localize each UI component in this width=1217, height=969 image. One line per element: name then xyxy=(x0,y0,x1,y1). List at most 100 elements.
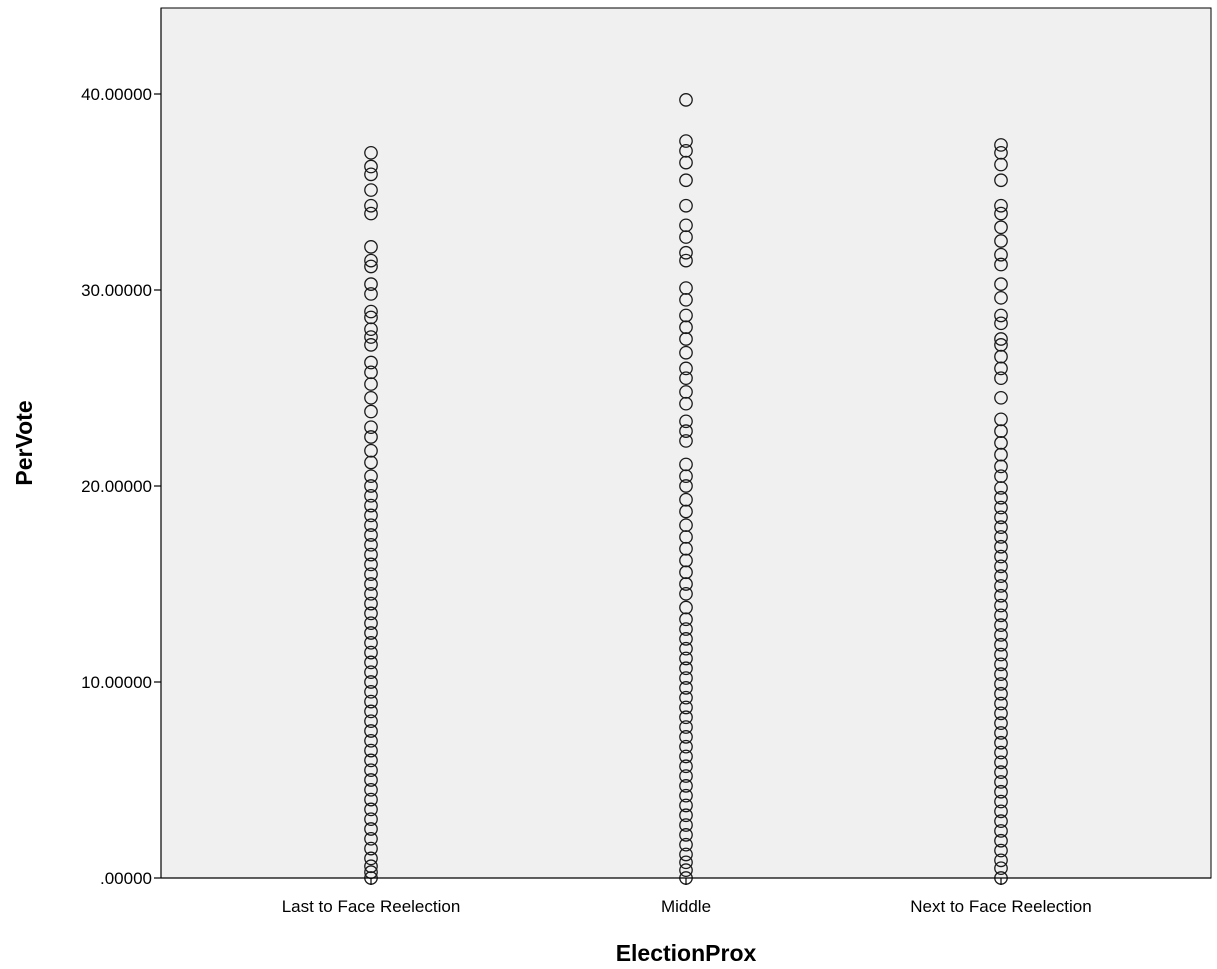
data-point xyxy=(679,720,693,734)
data-point xyxy=(679,690,693,705)
data-point xyxy=(679,479,693,493)
data-point xyxy=(364,557,378,572)
data-point xyxy=(679,808,693,823)
x-axis-title: ElectionProx xyxy=(616,940,757,966)
data-point xyxy=(994,220,1008,235)
data-point xyxy=(994,618,1008,633)
data-point xyxy=(994,804,1008,819)
data-point xyxy=(364,390,378,405)
data-point xyxy=(679,361,693,376)
data-point xyxy=(994,530,1008,544)
data-point xyxy=(364,859,378,874)
data-point xyxy=(364,159,378,174)
data-point xyxy=(364,253,378,268)
data-point xyxy=(679,245,693,260)
data-point xyxy=(994,843,1008,858)
data-point xyxy=(994,726,1008,740)
plot-area xyxy=(160,7,1212,879)
data-point xyxy=(679,218,693,233)
data-point xyxy=(679,798,693,813)
data-point xyxy=(364,420,378,435)
data-point xyxy=(679,134,693,148)
x-axis: Last to Face Reelection Middle Next to Fac… xyxy=(161,877,1211,916)
data-point xyxy=(679,371,693,386)
data-point xyxy=(364,665,378,680)
data-point xyxy=(364,287,378,301)
data-point xyxy=(679,492,693,507)
data-point xyxy=(364,310,378,325)
data-points xyxy=(364,93,1008,885)
data-point xyxy=(679,671,693,685)
data-point xyxy=(364,616,378,631)
data-point xyxy=(364,240,378,254)
y-tick-label: 20.00000 xyxy=(81,477,152,496)
data-point xyxy=(679,93,693,107)
data-point xyxy=(994,308,1008,323)
data-point xyxy=(994,510,1008,525)
data-point xyxy=(364,338,378,352)
data-point xyxy=(364,537,378,552)
data-point xyxy=(679,769,693,783)
data-point xyxy=(364,498,378,513)
data-point xyxy=(679,345,693,360)
data-point xyxy=(994,677,1008,691)
data-point xyxy=(364,443,378,458)
data-point xyxy=(994,198,1008,213)
data-point xyxy=(679,855,693,870)
data-point xyxy=(679,632,693,646)
data-point xyxy=(994,316,1008,331)
data-point xyxy=(364,586,378,601)
data-point xyxy=(679,700,693,715)
data-point xyxy=(679,828,693,842)
data-point xyxy=(364,365,378,380)
data-point xyxy=(679,661,693,676)
data-point xyxy=(994,559,1008,574)
y-axis: .00000 10.00000 20.00000 30.00000 40.00000 xyxy=(81,8,162,888)
data-point xyxy=(364,635,378,650)
data-point xyxy=(679,749,693,764)
x-tick-label: Last to Face Reelection xyxy=(282,897,461,916)
data-point xyxy=(994,257,1008,272)
data-point xyxy=(364,802,378,817)
data-point xyxy=(679,173,693,188)
data-point xyxy=(994,569,1008,584)
y-axis-title: PerVote xyxy=(11,400,37,485)
data-point xyxy=(364,518,378,533)
data-point xyxy=(994,824,1008,838)
data-point xyxy=(994,338,1008,352)
y-tick-label: 10.00000 xyxy=(81,673,152,692)
data-point xyxy=(364,675,378,689)
data-point xyxy=(994,696,1008,711)
data-point xyxy=(364,606,378,621)
y-tick-label: .00000 xyxy=(100,869,152,888)
data-point xyxy=(994,755,1008,770)
data-point xyxy=(364,488,378,503)
data-point xyxy=(364,792,378,807)
data-point xyxy=(679,788,693,803)
data-point xyxy=(994,637,1008,652)
data-point xyxy=(679,863,693,878)
data-point xyxy=(679,600,693,615)
data-point xyxy=(994,247,1008,262)
data-point xyxy=(364,812,378,827)
data-point xyxy=(679,779,693,793)
data-point xyxy=(364,547,378,562)
data-point xyxy=(364,684,378,699)
data-point xyxy=(994,173,1008,188)
data-point xyxy=(994,290,1008,305)
data-point xyxy=(994,549,1008,564)
data-point xyxy=(364,508,378,523)
data-point xyxy=(364,330,378,344)
data-point xyxy=(994,853,1008,868)
x-tick-label: Middle xyxy=(661,897,711,916)
data-point xyxy=(364,206,378,221)
data-point xyxy=(364,145,378,160)
data-point xyxy=(994,794,1008,809)
data-point xyxy=(994,469,1008,484)
data-point xyxy=(364,626,378,640)
data-point xyxy=(364,704,378,719)
data-point xyxy=(364,841,378,856)
data-point xyxy=(994,500,1008,515)
data-point xyxy=(364,822,378,836)
